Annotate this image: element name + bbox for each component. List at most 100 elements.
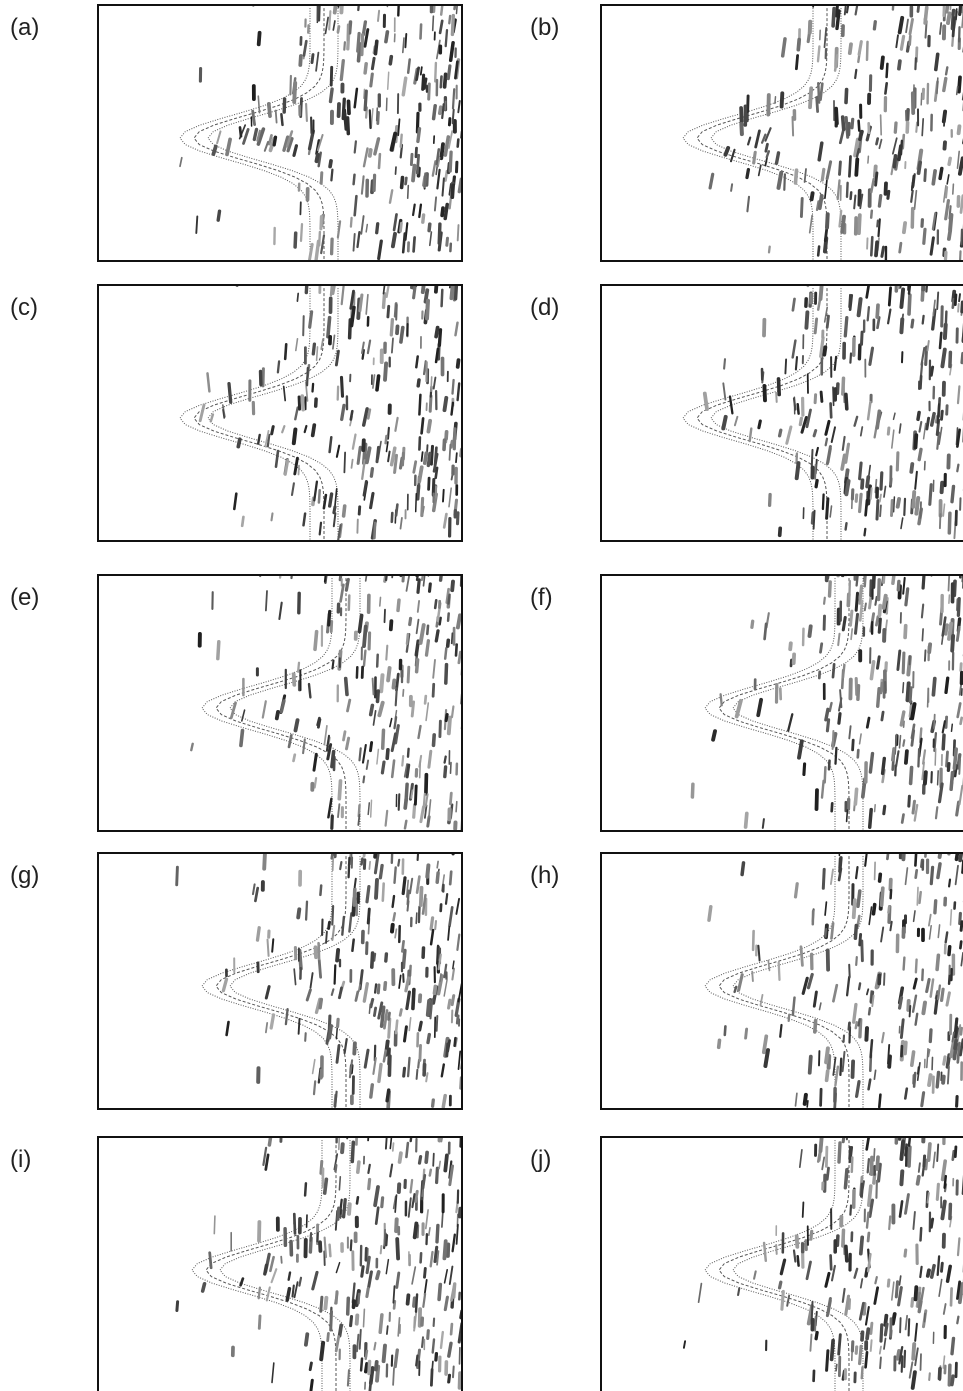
streak [927, 1049, 928, 1068]
streak [838, 558, 839, 576]
streak [874, 1149, 875, 1161]
streak [436, 285, 437, 291]
streak [271, 1015, 273, 1028]
streak [468, 868, 469, 876]
streak [758, 946, 759, 961]
streak [331, 67, 332, 85]
streak [958, 1043, 960, 1062]
streak [321, 1070, 322, 1078]
streak [776, 393, 777, 402]
streak [476, 176, 477, 195]
streak [451, 1324, 452, 1334]
streak [880, 495, 881, 502]
streak [282, 426, 284, 432]
streak [885, 1324, 887, 1335]
streak [409, 1198, 411, 1217]
streak [820, 196, 822, 208]
streak [766, 144, 768, 151]
streak [853, 1061, 854, 1077]
streak [884, 596, 886, 608]
streak [875, 597, 876, 605]
streak [767, 151, 769, 157]
streak [427, 626, 428, 634]
streak [960, 913, 961, 923]
streak [272, 513, 273, 520]
streak [450, 445, 451, 460]
streak [867, 477, 868, 486]
streak [794, 399, 795, 410]
streak [440, 107, 441, 113]
streak [434, 735, 435, 745]
streak [410, 618, 411, 624]
streak [471, 306, 473, 322]
streak [328, 1333, 329, 1340]
streak [344, 453, 345, 473]
streak [457, 0, 459, 14]
streak [428, 817, 429, 826]
streak [880, 874, 881, 881]
streak [389, 1056, 390, 1075]
streak [768, 961, 769, 971]
streak [428, 1001, 429, 1015]
streak [331, 1312, 332, 1330]
streak [796, 56, 797, 69]
streak [886, 663, 887, 671]
streak [331, 170, 332, 181]
streak [723, 417, 725, 429]
streak [349, 858, 350, 877]
streak [453, 1367, 454, 1378]
streak [928, 1193, 929, 1203]
streak [952, 724, 953, 731]
streak [856, 1022, 857, 1028]
streak [468, 608, 469, 626]
streak [957, 850, 958, 859]
streak [699, 1284, 702, 1303]
streak [293, 1286, 294, 1297]
streak [466, 722, 467, 737]
streak [817, 98, 818, 112]
streak [946, 67, 947, 74]
streak [428, 1331, 429, 1339]
streak [752, 972, 753, 981]
streak [419, 907, 420, 922]
streak [916, 435, 917, 447]
streak [874, 22, 875, 29]
streak [191, 744, 192, 750]
streak [943, 504, 944, 516]
streak [343, 99, 344, 118]
streak [815, 1317, 816, 1331]
streak [857, 575, 858, 586]
streak [459, 652, 461, 663]
streak [850, 354, 851, 363]
streak [466, 511, 467, 525]
streak [867, 718, 869, 727]
streak [946, 678, 948, 692]
streak [382, 1007, 384, 1026]
streak [866, 1269, 867, 1276]
streak [449, 1375, 450, 1382]
streak [416, 494, 417, 512]
streak [362, 35, 363, 55]
streak [916, 1287, 917, 1299]
streak [476, 422, 477, 429]
streak [898, 1351, 899, 1359]
streak [481, 953, 482, 961]
streak [393, 1368, 394, 1385]
streak [937, 1184, 938, 1199]
streak [900, 1276, 901, 1285]
streak [281, 114, 282, 125]
streak [417, 660, 418, 672]
streak [367, 1257, 369, 1272]
streak [952, 1338, 954, 1353]
streak [396, 1021, 397, 1033]
streak [900, 18, 903, 32]
streak [382, 762, 384, 773]
streak [258, 435, 260, 444]
streak [436, 349, 438, 362]
streak [924, 1156, 925, 1166]
streak [916, 960, 917, 973]
streak [386, 811, 388, 826]
streak [479, 614, 480, 629]
streak [457, 1225, 458, 1244]
streak [477, 991, 478, 1000]
